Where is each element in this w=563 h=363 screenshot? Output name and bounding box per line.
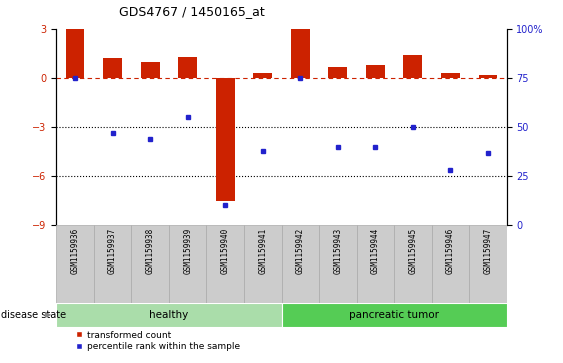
- Bar: [441, 73, 460, 78]
- Bar: [207, 225, 244, 303]
- Text: GSM1159940: GSM1159940: [221, 227, 230, 274]
- Text: ▶: ▶: [44, 310, 51, 319]
- Bar: [131, 225, 169, 303]
- Text: GSM1159944: GSM1159944: [371, 227, 380, 274]
- Text: GDS4767 / 1450165_at: GDS4767 / 1450165_at: [119, 5, 264, 18]
- Bar: [319, 225, 356, 303]
- Bar: [366, 65, 385, 78]
- Bar: [244, 225, 282, 303]
- Text: GSM1159939: GSM1159939: [183, 227, 192, 274]
- Bar: [394, 225, 432, 303]
- Bar: [216, 78, 235, 200]
- Text: GSM1159938: GSM1159938: [146, 227, 155, 274]
- Text: GSM1159936: GSM1159936: [70, 227, 79, 274]
- Bar: [178, 57, 197, 78]
- Text: healthy: healthy: [149, 310, 189, 320]
- Bar: [432, 225, 469, 303]
- Bar: [253, 73, 272, 78]
- Bar: [103, 58, 122, 78]
- Text: GSM1159945: GSM1159945: [408, 227, 417, 274]
- Bar: [141, 62, 159, 78]
- Text: GSM1159947: GSM1159947: [484, 227, 493, 274]
- Bar: [56, 303, 282, 327]
- Bar: [66, 29, 84, 78]
- Text: GSM1159937: GSM1159937: [108, 227, 117, 274]
- Text: GSM1159943: GSM1159943: [333, 227, 342, 274]
- Bar: [291, 29, 310, 78]
- Legend: transformed count, percentile rank within the sample: transformed count, percentile rank withi…: [72, 327, 243, 355]
- Bar: [282, 225, 319, 303]
- Bar: [404, 55, 422, 78]
- Bar: [169, 225, 207, 303]
- Bar: [479, 75, 497, 78]
- Bar: [282, 303, 507, 327]
- Text: GSM1159942: GSM1159942: [296, 227, 305, 274]
- Text: GSM1159946: GSM1159946: [446, 227, 455, 274]
- Bar: [94, 225, 131, 303]
- Bar: [356, 225, 394, 303]
- Bar: [328, 66, 347, 78]
- Text: GSM1159941: GSM1159941: [258, 227, 267, 274]
- Text: pancreatic tumor: pancreatic tumor: [349, 310, 439, 320]
- Bar: [469, 225, 507, 303]
- Bar: [56, 225, 94, 303]
- Text: disease state: disease state: [1, 310, 66, 320]
